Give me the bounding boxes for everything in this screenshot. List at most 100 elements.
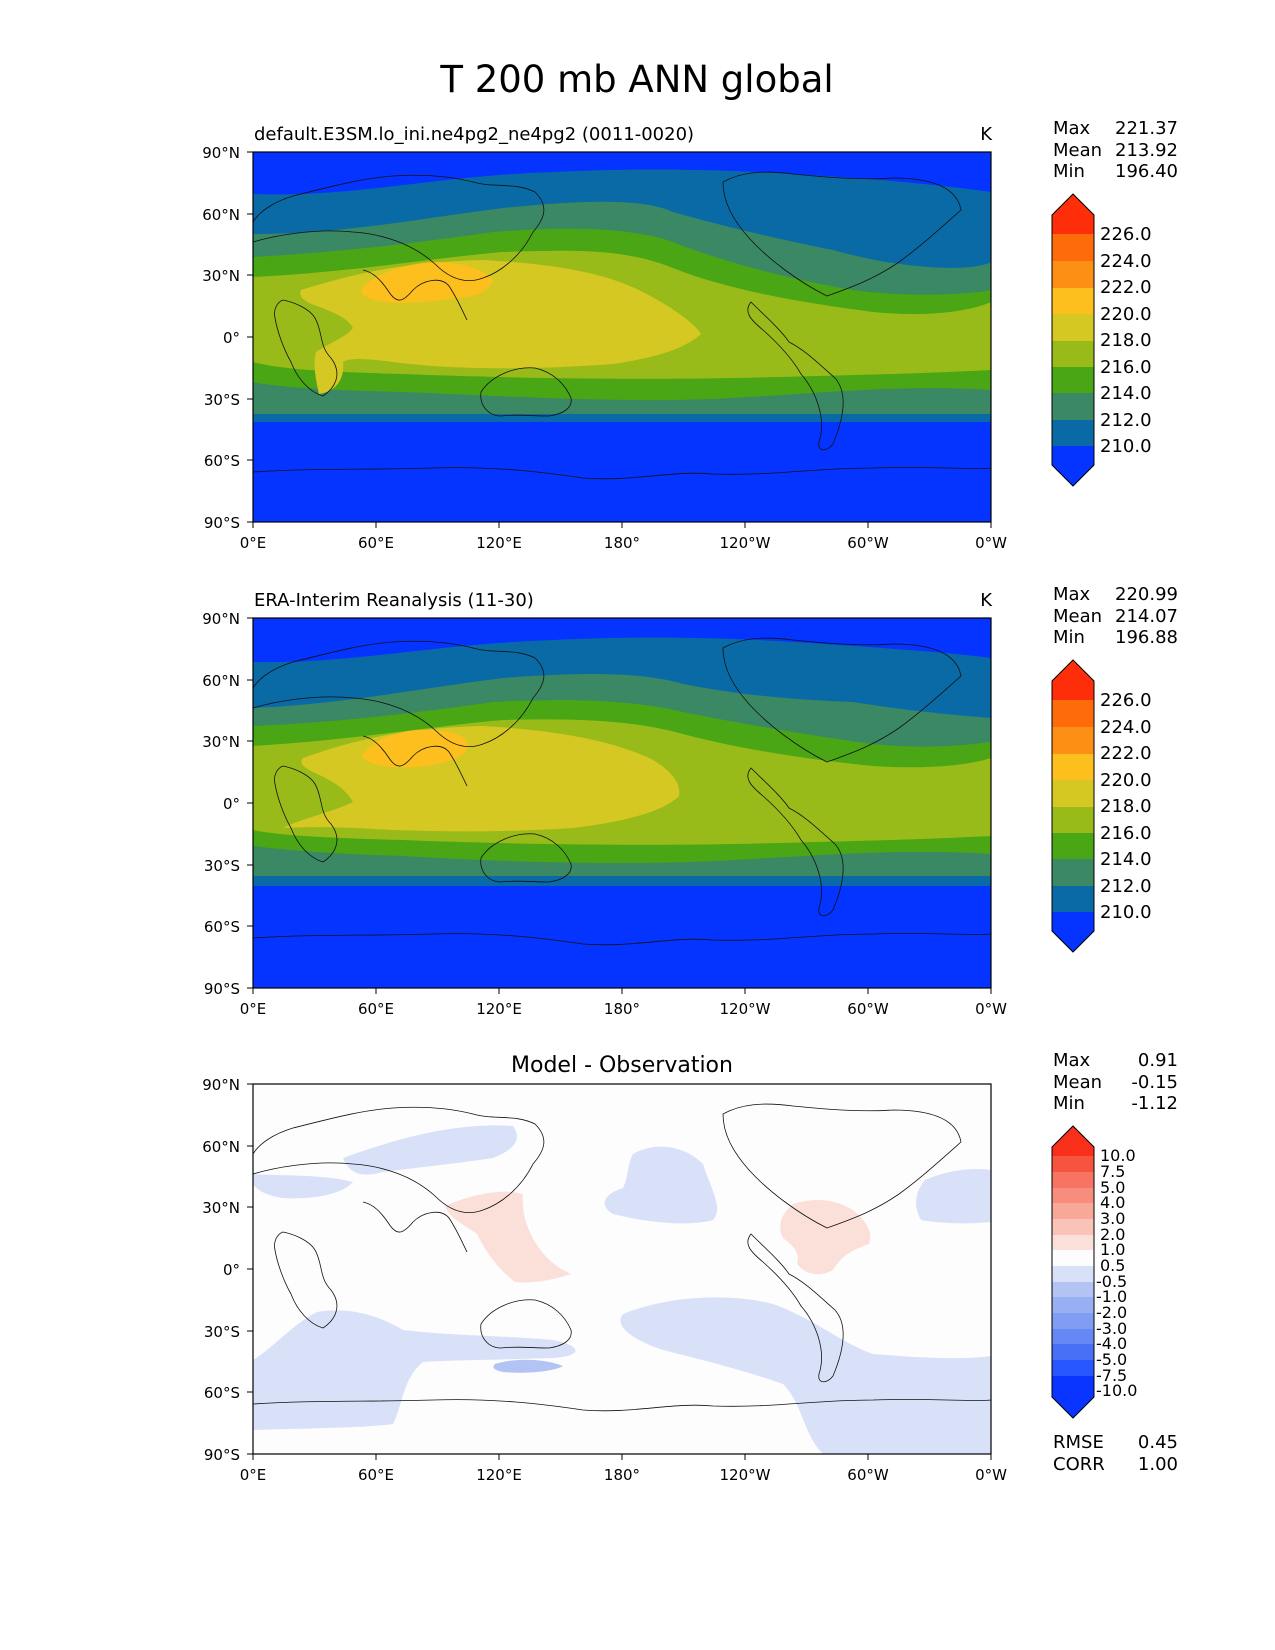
stat-value: -1.12 xyxy=(1131,1093,1178,1114)
colorbar-label: 222.0 xyxy=(1100,277,1152,298)
colorbar-label: -7.5 xyxy=(1096,1366,1127,1385)
colorbar-label: 220.0 xyxy=(1100,304,1152,325)
colorbar-label: 226.0 xyxy=(1100,224,1152,245)
colorbar-label: -2.0 xyxy=(1096,1303,1127,1322)
field-band xyxy=(361,262,493,303)
x-tick-label: 120°W xyxy=(720,1466,771,1484)
coastlines xyxy=(253,637,991,946)
colorbar-extend-bottom xyxy=(1052,465,1094,486)
x-tick-label: 60°E xyxy=(358,1000,394,1018)
colorbar-label: 0.5 xyxy=(1100,1256,1125,1275)
colorbar-extend-bottom xyxy=(1052,1397,1094,1418)
stat-label: Mean xyxy=(1053,606,1102,627)
x-tick-label: 60°E xyxy=(358,534,394,552)
metric-label: CORR xyxy=(1053,1454,1105,1475)
colorbar-swatch xyxy=(1052,1156,1094,1172)
colorbar-swatch xyxy=(1052,1188,1094,1203)
colorbar-label: 7.5 xyxy=(1100,1162,1125,1181)
x-tick-label: 120°E xyxy=(476,1466,522,1484)
colorbar-label: 212.0 xyxy=(1100,876,1152,897)
panel-difference-metrics: RMSE 0.45 CORR 1.00 xyxy=(1053,1432,1178,1475)
colorbar-label: -4.0 xyxy=(1096,1334,1127,1353)
x-tick-label: 180° xyxy=(604,1000,640,1018)
y-tick-label: 30°S xyxy=(204,857,240,875)
colorbar-swatch xyxy=(1052,1360,1094,1376)
field-band xyxy=(253,1310,576,1430)
colorbar-model: 226.0 224.0 222.0 220.0 218.0 216.0 214.… xyxy=(1051,193,1152,487)
x-tick-label: 120°W xyxy=(720,1000,771,1018)
colorbar-swatch xyxy=(1052,261,1094,288)
panel-observation: ERA-Interim Reanalysis (11-30) K Max 220… xyxy=(202,584,1178,1018)
coastlines xyxy=(253,1103,991,1412)
x-tick-label: 0°W xyxy=(975,534,1007,552)
colorbar-swatch xyxy=(1052,393,1094,420)
colorbar-swatch xyxy=(1052,420,1094,446)
stat-value: 213.92 xyxy=(1115,140,1178,161)
colorbar-swatch xyxy=(1052,700,1094,727)
metric-value: 1.00 xyxy=(1138,1454,1178,1475)
colorbar-swatch xyxy=(1052,727,1094,754)
stat-value: -0.15 xyxy=(1131,1072,1178,1093)
colorbar-extend-bottom xyxy=(1052,931,1094,952)
stat-label: Mean xyxy=(1053,140,1102,161)
panel-model-title: default.E3SM.lo_ini.ne4pg2_ne4pg2 (0011-… xyxy=(254,124,694,145)
coastlines xyxy=(253,171,991,480)
stat-label: Max xyxy=(1053,118,1091,139)
panel-model: default.E3SM.lo_ini.ne4pg2_ne4pg2 (0011-… xyxy=(202,118,1178,552)
colorbar-swatch xyxy=(1052,1282,1094,1297)
colorbar-swatch xyxy=(1052,1147,1094,1156)
colorbar-label: 224.0 xyxy=(1100,717,1152,738)
metric-value: 0.45 xyxy=(1138,1432,1178,1453)
stat-value: 196.40 xyxy=(1115,161,1178,182)
colorbar-label: -0.5 xyxy=(1096,1272,1127,1291)
x-tick-label: 0°W xyxy=(975,1000,1007,1018)
colorbar-swatch xyxy=(1052,1203,1094,1219)
colorbar-label: 10.0 xyxy=(1100,1146,1136,1165)
colorbar-swatch xyxy=(1052,1329,1094,1344)
x-tick-label: 60°W xyxy=(847,1000,889,1018)
y-tick-label: 60°S xyxy=(204,918,240,936)
stat-label: Min xyxy=(1053,627,1085,648)
colorbar-swatch xyxy=(1052,754,1094,780)
colorbar-label: -3.0 xyxy=(1096,1319,1127,1338)
colorbar-swatch xyxy=(1052,341,1094,367)
colorbar-extend-top xyxy=(1052,1126,1094,1147)
colorbar-label: 1.0 xyxy=(1100,1240,1125,1259)
x-tick-label: 120°E xyxy=(476,1000,522,1018)
colorbar-label: 5.0 xyxy=(1100,1178,1125,1197)
x-tick-label: 60°E xyxy=(358,1466,394,1484)
colorbar-swatch xyxy=(1052,367,1094,393)
y-tick-label: 30°S xyxy=(204,1323,240,1341)
y-tick-label: 60°N xyxy=(202,672,240,690)
y-tick-label: 30°N xyxy=(202,267,240,285)
colorbar-swatch xyxy=(1052,681,1094,700)
colorbar-swatch xyxy=(1052,780,1094,807)
colorbar-swatch xyxy=(1052,288,1094,314)
y-ticks: 90°N 60°N 30°N 0° 30°S 60°S 90°S xyxy=(202,144,253,532)
y-tick-label: 60°N xyxy=(202,1138,240,1156)
panel-model-units: K xyxy=(980,124,993,145)
panel-model-stats: Max 221.37 Mean 213.92 Min 196.40 xyxy=(1053,118,1178,182)
y-tick-label: 90°S xyxy=(204,514,240,532)
panel-difference-map xyxy=(253,1084,991,1454)
field-band xyxy=(620,1297,991,1454)
stat-value: 220.99 xyxy=(1115,584,1178,605)
colorbar-label: 226.0 xyxy=(1100,690,1152,711)
figure-title: T 200 mb ANN global xyxy=(439,58,833,101)
colorbar-label: -10.0 xyxy=(1096,1381,1137,1400)
y-ticks: 90°N 60°N 30°N 0° 30°S 60°S 90°S xyxy=(202,1076,253,1464)
colorbar-difference: 10.0 7.5 5.0 4.0 3.0 2.0 1.0 0.5 -0.5 -1… xyxy=(1051,1125,1137,1419)
y-tick-label: 0° xyxy=(223,329,240,347)
colorbar-label: 218.0 xyxy=(1100,330,1152,351)
colorbar-label: 210.0 xyxy=(1100,436,1152,457)
field-band xyxy=(780,1200,871,1275)
field-band xyxy=(343,1125,517,1175)
x-ticks: 0°E 60°E 120°E 180° 120°W 60°W 0°W xyxy=(240,522,1007,552)
colorbar-swatch xyxy=(1052,859,1094,886)
stat-value: 214.07 xyxy=(1115,606,1178,627)
colorbar-label: 216.0 xyxy=(1100,823,1152,844)
colorbar-extend-top xyxy=(1052,194,1094,215)
colorbar-swatch xyxy=(1052,1313,1094,1329)
colorbar-label: -1.0 xyxy=(1096,1287,1127,1306)
x-tick-label: 0°E xyxy=(240,1000,267,1018)
